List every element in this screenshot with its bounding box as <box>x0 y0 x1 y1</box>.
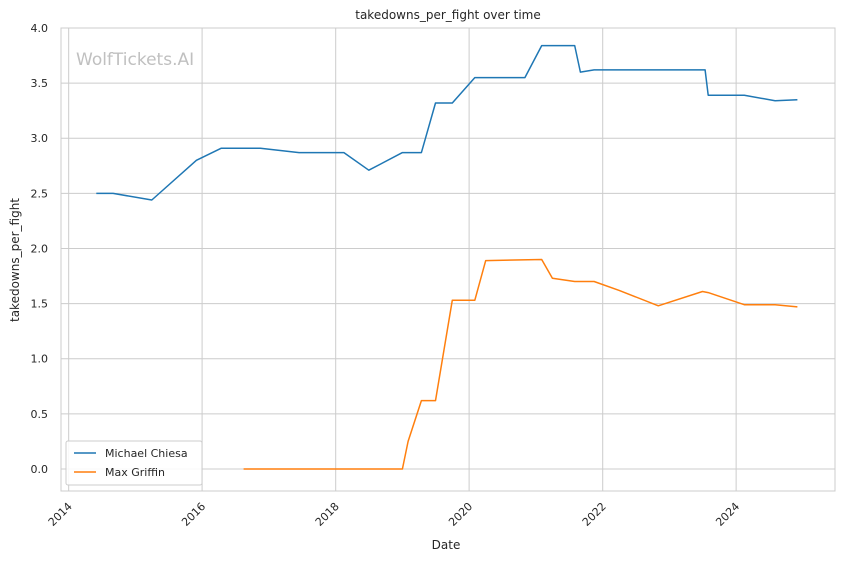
legend-label-michael-chiesa: Michael Chiesa <box>105 447 188 460</box>
y-tick-label: 0.0 <box>31 463 49 476</box>
x-tick-label: 2022 <box>580 500 609 529</box>
watermark: WolfTickets.AI <box>76 50 194 70</box>
y-tick-label: 2.5 <box>31 187 49 200</box>
x-tick-label: 2014 <box>46 500 75 529</box>
x-tick-label: 2016 <box>179 500 208 529</box>
y-axis-label: takedowns_per_fight <box>8 198 22 322</box>
chart-title: takedowns_per_fight over time <box>355 8 541 22</box>
y-tick-label: 3.0 <box>31 132 49 145</box>
y-tick-label: 1.0 <box>31 353 49 366</box>
legend-box <box>65 440 203 486</box>
x-axis-ticks: 2014 2016 2018 2020 2022 2024 <box>46 500 742 529</box>
x-tick-label: 2024 <box>713 500 742 529</box>
y-axis-ticks: 0.0 0.5 1.0 1.5 2.0 2.5 3.0 3.5 4.0 <box>31 22 49 476</box>
series-line-max-griffin <box>243 258 798 470</box>
legend: Michael Chiesa Max Griffin <box>65 440 203 486</box>
x-tick-label: 2018 <box>313 500 342 529</box>
x-tick-label: 2020 <box>446 500 475 529</box>
y-tick-label: 1.5 <box>31 298 49 311</box>
legend-label-max-griffin: Max Griffin <box>105 466 165 479</box>
x-axis-label: Date <box>432 538 461 552</box>
y-tick-label: 2.0 <box>31 242 49 255</box>
y-tick-label: 0.5 <box>31 408 49 421</box>
series-lines <box>96 44 798 470</box>
y-tick-label: 4.0 <box>31 22 49 35</box>
plot-frame <box>60 27 836 492</box>
grid-lines <box>61 27 835 491</box>
series-line-michael-chiesa <box>96 44 798 201</box>
y-tick-label: 3.5 <box>31 77 49 90</box>
